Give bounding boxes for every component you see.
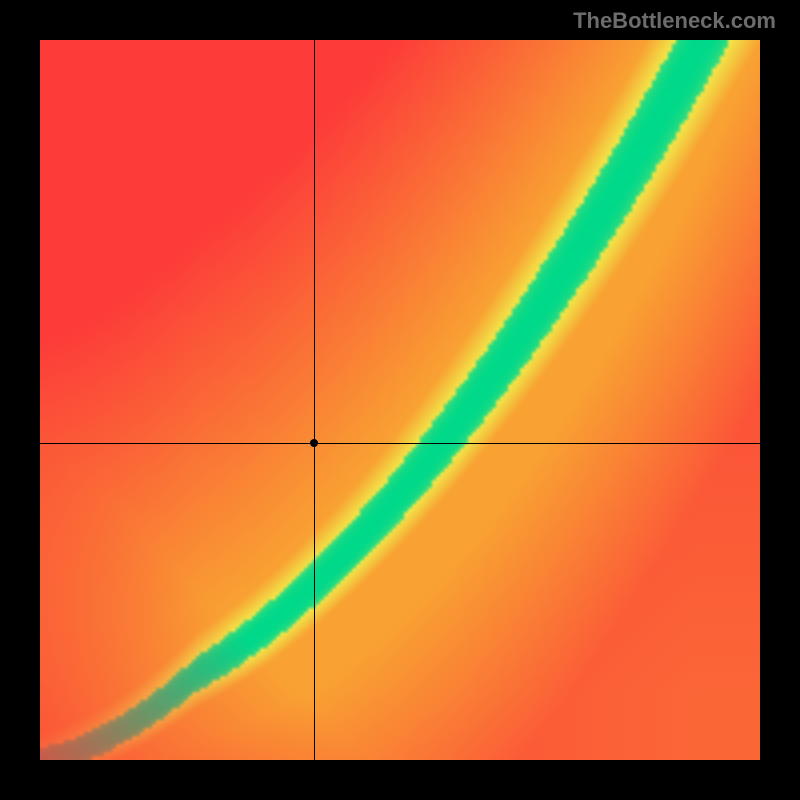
selection-marker-dot xyxy=(310,439,318,447)
crosshair-horizontal xyxy=(40,443,760,444)
crosshair-vertical xyxy=(314,40,315,760)
bottleneck-heatmap xyxy=(40,40,760,760)
watermark-text: TheBottleneck.com xyxy=(573,8,776,34)
plot-area xyxy=(40,40,760,760)
